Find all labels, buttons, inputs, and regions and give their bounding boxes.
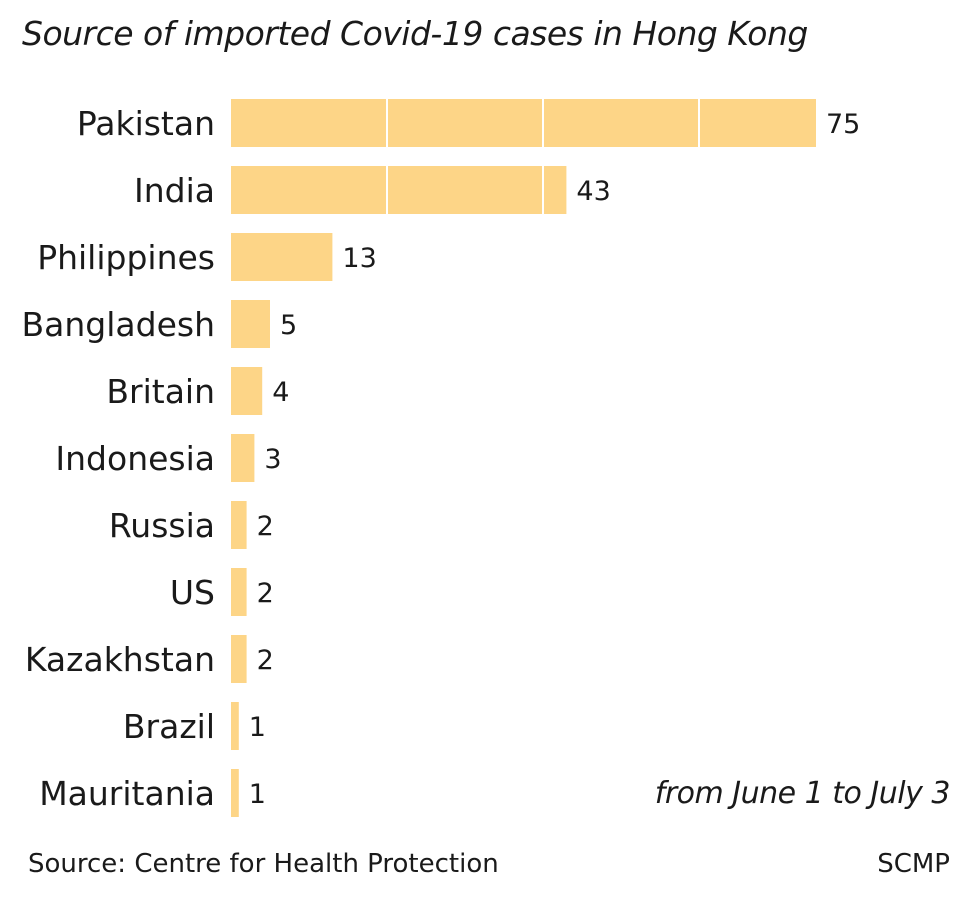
bar-bangladesh <box>231 300 270 348</box>
bar-pakistan <box>231 99 816 147</box>
category-label-russia: Russia <box>109 506 215 545</box>
category-label-brazil: Brazil <box>123 707 215 746</box>
date-range-note: from June 1 to July 3 <box>654 776 951 811</box>
data-label-us: 2 <box>257 578 274 609</box>
category-label-india: India <box>134 171 215 210</box>
bar-russia <box>231 501 247 549</box>
bar-us <box>231 568 247 616</box>
category-label-us: US <box>170 573 215 612</box>
data-label-indonesia: 3 <box>264 444 281 475</box>
publisher-credit: SCMP <box>877 849 950 879</box>
category-label-britain: Britain <box>106 372 215 411</box>
category-label-pakistan: Pakistan <box>77 104 215 143</box>
data-label-kazakhstan: 2 <box>257 645 274 676</box>
category-label-philippines: Philippines <box>37 238 215 277</box>
data-label-mauritania: 1 <box>249 779 266 810</box>
data-label-philippines: 13 <box>342 243 376 274</box>
source-credit: Source: Centre for Health Protection <box>28 849 499 879</box>
data-label-bangladesh: 5 <box>280 310 297 341</box>
data-label-india: 43 <box>576 176 610 207</box>
data-label-russia: 2 <box>257 511 274 542</box>
chart-title: Source of imported Covid-19 cases in Hon… <box>22 14 808 53</box>
bar-brazil <box>231 702 239 750</box>
data-label-pakistan: 75 <box>826 109 860 140</box>
bar-mauritania <box>231 769 239 817</box>
bar-britain <box>231 367 263 415</box>
bar-kazakhstan <box>231 635 247 683</box>
category-label-kazakhstan: Kazakhstan <box>25 640 215 679</box>
category-label-indonesia: Indonesia <box>55 439 215 478</box>
bar-philippines <box>231 233 333 281</box>
category-label-bangladesh: Bangladesh <box>22 305 215 344</box>
data-label-brazil: 1 <box>249 712 266 743</box>
bar-indonesia <box>231 434 255 482</box>
data-label-britain: 4 <box>272 377 289 408</box>
bar-india <box>231 166 567 214</box>
category-label-mauritania: Mauritania <box>39 774 215 813</box>
